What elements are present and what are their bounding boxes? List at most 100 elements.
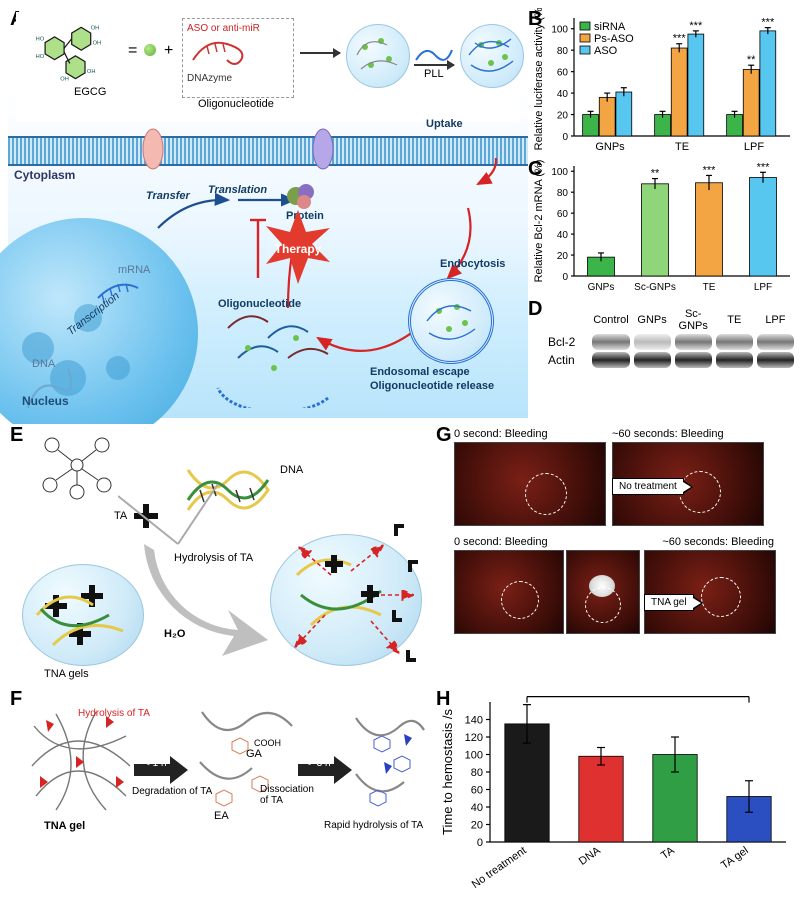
- panel-C: C 020406080100GNPs**Sc-GNPs***TE***LPFRe…: [528, 158, 796, 298]
- tnaF-label: TNA gel: [44, 820, 85, 832]
- svg-text:LPF: LPF: [754, 282, 772, 293]
- dna-label-E: DNA: [280, 464, 303, 476]
- blot-lane: [757, 352, 794, 368]
- svg-text:***: ***: [757, 161, 771, 173]
- svg-text:COOH: COOH: [254, 738, 281, 748]
- panel-H: H 020406080100120140No treatmentDNATATA …: [436, 688, 796, 888]
- ea-label: EA: [214, 810, 229, 822]
- release-label: Oligonucleotide release: [370, 380, 494, 392]
- lt1-label: < 1 h: [144, 758, 167, 769]
- svg-text:Sc-GNPs: Sc-GNPs: [634, 282, 676, 293]
- svg-text:20: 20: [471, 820, 483, 832]
- svg-text:LPF: LPF: [744, 141, 764, 153]
- endocytosis-label: Endocytosis: [440, 258, 505, 270]
- equals-sign: =: [128, 42, 137, 60]
- panelA-top: HOHO OHOH OHOH EGCG = + ASO or anti-miR: [16, 12, 520, 122]
- panel-B: B 020406080100GNPs******TE*****LPFRelati…: [528, 8, 796, 158]
- label-H: H: [436, 688, 450, 711]
- svg-text:TE: TE: [703, 282, 716, 293]
- chart-B-svg: 020406080100GNPs******TE*****LPFRelative…: [528, 8, 796, 158]
- gt3-label: > 3 h: [308, 758, 331, 769]
- panel-A: A HOHO OHOH OHOH: [8, 8, 528, 418]
- svg-text:60: 60: [471, 785, 483, 797]
- svg-text:***: ***: [703, 164, 717, 176]
- svg-text:***: ***: [689, 20, 703, 32]
- blot-lane: [592, 334, 629, 350]
- svg-text:Ps-ASO: Ps-ASO: [594, 33, 634, 45]
- uptake-label: Uptake: [426, 118, 463, 130]
- blot-lane: [716, 352, 753, 368]
- plus-sign: +: [164, 42, 173, 60]
- svg-text:***: ***: [761, 17, 775, 29]
- svg-text:40: 40: [557, 230, 569, 241]
- tna-network-icon: [26, 706, 136, 816]
- transfer-label: Transfer: [146, 190, 190, 202]
- svg-text:100: 100: [551, 167, 568, 178]
- svg-text:20: 20: [557, 251, 569, 262]
- no-treatment-arrow: No treatment: [612, 478, 684, 495]
- svg-text:ASO: ASO: [594, 45, 618, 57]
- panel-D: D Control GNPs Sc-GNPs TE LPF Bcl-2Actin: [528, 298, 796, 412]
- svg-text:HO: HO: [36, 54, 45, 60]
- blot-row-label: Actin: [548, 353, 590, 367]
- svg-text:GNPs: GNPs: [595, 141, 625, 153]
- g-cap-bl: 0 second: Bleeding: [454, 536, 562, 548]
- blot-lane: [675, 334, 712, 350]
- tna-label: TNA gels: [44, 668, 89, 680]
- arrow-1-icon: [300, 52, 340, 54]
- svg-text:***: ***: [673, 33, 687, 45]
- svg-text:120: 120: [465, 732, 483, 744]
- row-bot: F Hydrolysis of TA TNA gel < 1 h Degrada…: [8, 688, 796, 888]
- label-D: D: [528, 298, 542, 321]
- egcg-dot-icon: [144, 44, 156, 56]
- row-top: A HOHO OHOH OHOH: [8, 8, 796, 418]
- protein-icon: [284, 180, 318, 210]
- oligo-caption: Oligonucleotide: [198, 98, 274, 110]
- fragments-icon: [388, 520, 428, 680]
- label-G: G: [436, 424, 452, 447]
- blot-row-label: Bcl-2: [548, 335, 590, 349]
- svg-text:140: 140: [465, 715, 483, 727]
- therapy-label: Therapy: [275, 242, 322, 256]
- svg-text:TE: TE: [675, 141, 689, 153]
- svg-text:**: **: [651, 168, 660, 180]
- ga-label: GA: [246, 748, 262, 760]
- blot-head-0: Control: [592, 314, 629, 326]
- label-C: C: [528, 158, 542, 181]
- egcg-structure-icon: HOHO OHOH OHOH: [28, 18, 123, 88]
- endosome-icon: [408, 278, 494, 364]
- released-oligo-icon: [208, 298, 378, 408]
- oligo-center-label: Oligonucleotide: [218, 298, 301, 310]
- label-B: B: [528, 8, 542, 31]
- g-cap-tl: 0 second: Bleeding: [454, 428, 604, 440]
- svg-text:60: 60: [557, 209, 569, 220]
- svg-text:40: 40: [557, 89, 569, 100]
- oligo-line2: DNAzyme: [187, 73, 289, 84]
- svg-text:HO: HO: [36, 37, 45, 43]
- svg-text:**: **: [747, 54, 756, 66]
- svg-text:60: 60: [557, 68, 569, 79]
- svg-text:No treatment: No treatment: [470, 845, 529, 888]
- hydro-label: Hydrolysis of TA: [174, 552, 253, 564]
- svg-text:OH: OH: [93, 40, 102, 46]
- ta-structure-icon: [32, 430, 122, 500]
- nanoparticle-2-icon: [460, 24, 524, 88]
- chart-H-svg: 020406080100120140No treatmentDNATATA ge…: [436, 688, 796, 888]
- blot-row: Actin: [548, 352, 796, 368]
- blot-head-4: LPF: [757, 314, 794, 326]
- hydroF-label: Hydrolysis of TA: [78, 708, 150, 719]
- liver-photo-bm: [566, 550, 640, 634]
- svg-text:siRNA: siRNA: [594, 21, 626, 33]
- nanoparticle-1-icon: [346, 24, 410, 88]
- svg-text:Time to hemostasis /s: Time to hemostasis /s: [440, 709, 455, 835]
- panel-F: F Hydrolysis of TA TNA gel < 1 h Degrada…: [8, 688, 428, 858]
- svg-text:OH: OH: [60, 77, 69, 83]
- svg-text:20: 20: [557, 111, 569, 122]
- svg-text:0: 0: [477, 837, 483, 849]
- pll-label: PLL: [424, 68, 444, 80]
- blot-head-1: GNPs: [634, 314, 671, 326]
- blot-lane: [592, 352, 629, 368]
- panel-G: G 0 second: Bleeding ~60 seconds: Bleedi…: [436, 424, 796, 654]
- chart-C-svg: 020406080100GNPs**Sc-GNPs***TE***LPFRela…: [528, 158, 796, 298]
- svg-text:TA gel: TA gel: [719, 845, 751, 872]
